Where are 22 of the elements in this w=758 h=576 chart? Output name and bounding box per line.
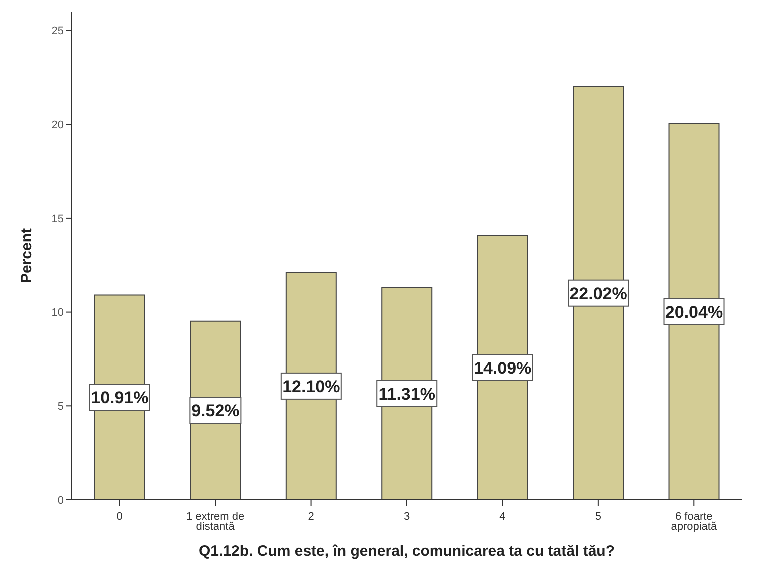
y-tick-label: 10 bbox=[52, 307, 64, 320]
x-tick-label: 2 bbox=[308, 511, 314, 523]
data-label: 22.02% bbox=[570, 284, 628, 304]
y-tick-label: 20 bbox=[52, 120, 64, 132]
data-label: 11.31% bbox=[378, 384, 436, 404]
data-label: 20.04% bbox=[665, 302, 724, 322]
y-tick-label: 25 bbox=[52, 26, 64, 38]
x-tick-label: 3 bbox=[404, 511, 410, 523]
y-axis-title: Percent bbox=[18, 228, 36, 284]
y-tick-label: 5 bbox=[58, 401, 64, 414]
x-tick-label: 5 bbox=[595, 511, 602, 523]
x-tick-label: 6 foarte apropiată bbox=[671, 511, 718, 533]
x-axis-title: Q1.12b. Cum este, în general, comunicarea ta cu tatăl tău? bbox=[199, 543, 615, 560]
data-label: 14.09% bbox=[474, 358, 532, 378]
y-tick-label: 15 bbox=[52, 213, 64, 226]
x-tick-label: 1 extrem de distantă bbox=[186, 511, 245, 533]
x-tick-label: 0 bbox=[116, 511, 123, 523]
data-label: 10.91% bbox=[91, 388, 149, 408]
data-label: 9.52% bbox=[192, 402, 240, 421]
data-label: 12.10% bbox=[282, 377, 340, 396]
y-tick-label: 0 bbox=[58, 494, 64, 507]
x-tick-label: 4 bbox=[500, 511, 506, 523]
